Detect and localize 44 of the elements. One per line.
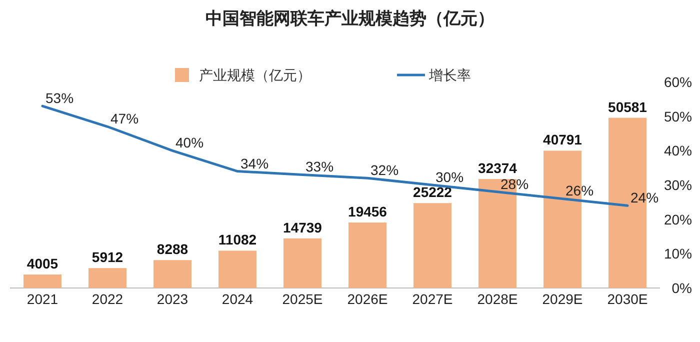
legend-label: 增长率 (428, 67, 471, 83)
data-label: 8288 (156, 241, 188, 258)
y2-tick-label: 0% (672, 280, 692, 296)
y2-tick-label: 30% (664, 177, 692, 193)
bar (348, 222, 386, 288)
bar (24, 274, 62, 288)
bar (88, 268, 126, 288)
x-tick-label: 2022 (92, 291, 124, 307)
x-tick-label: 2021 (26, 291, 58, 307)
bar (284, 238, 322, 288)
data-label: 19456 (348, 204, 388, 220)
data-label: 25222 (413, 184, 452, 200)
y2-tick-label: 40% (664, 142, 692, 159)
x-tick-label: 2024 (222, 291, 254, 307)
x-tick-label: 2030E (607, 291, 648, 307)
data-label: 30% (436, 169, 464, 185)
data-label: 34% (240, 155, 269, 172)
data-label: 50581 (608, 98, 648, 115)
x-tick-label: 2027E (412, 291, 453, 307)
data-label: 32374 (478, 160, 518, 176)
x-tick-label: 2026E (347, 291, 388, 307)
y2-tick-label: 60% (664, 74, 692, 90)
bar (414, 203, 452, 288)
data-label: 53% (46, 90, 74, 106)
data-label: 40791 (543, 132, 582, 148)
data-label: 40% (176, 134, 204, 151)
data-label: 4005 (26, 256, 58, 272)
x-tick-label: 2029E (542, 291, 583, 307)
chart-title: 中国智能网联车产业规模趋势（亿元） (206, 9, 494, 28)
data-label: 32% (370, 162, 399, 178)
data-label: 5912 (92, 249, 124, 266)
y2-tick-label: 20% (664, 211, 692, 228)
data-label: 14739 (283, 219, 322, 236)
bar (218, 250, 256, 288)
bar (154, 260, 192, 288)
data-label: 11082 (218, 232, 257, 248)
y2-tick-label: 50% (664, 108, 692, 124)
data-label: 47% (110, 110, 139, 127)
legend-label: 产业规模（亿元） (199, 67, 311, 83)
x-tick-label: 2025E (282, 291, 323, 307)
y2-tick-label: 10% (664, 246, 692, 262)
data-label: 33% (306, 158, 334, 175)
x-tick-label: 2028E (477, 291, 518, 307)
x-tick-label: 2023 (156, 291, 188, 307)
